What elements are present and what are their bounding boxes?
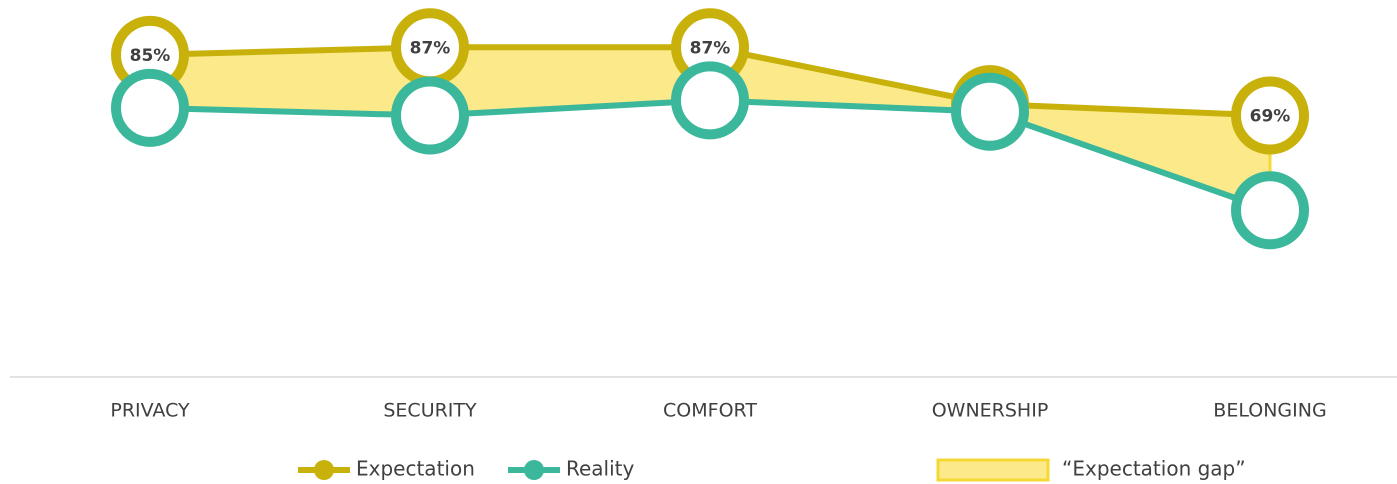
marker (1231, 76, 1309, 155)
data-label: 73% (690, 91, 731, 111)
x-tick-label: PRIVACY (110, 400, 190, 422)
legend-label: Expectation (356, 457, 475, 481)
data-label: 85% (130, 46, 171, 66)
legend-marker (314, 460, 334, 480)
data-label: 71% (130, 99, 171, 119)
marker (1231, 171, 1309, 250)
data-label: 69% (410, 106, 451, 126)
legend-label: “Expectation gap” (1062, 457, 1246, 481)
legend-marker (524, 460, 544, 480)
legend-swatch (936, 458, 1050, 482)
x-tick-label: BELONGING (1213, 400, 1326, 422)
marker (391, 76, 469, 155)
x-tick-label: COMFORT (663, 400, 757, 422)
data-label: 70% (970, 103, 1011, 123)
data-label: 69% (1250, 106, 1291, 126)
legend-label: Reality (566, 457, 635, 481)
x-tick-label: SECURITY (383, 400, 477, 422)
marker (671, 61, 749, 140)
data-label: 87% (690, 38, 731, 58)
data-label: 87% (410, 38, 451, 58)
data-label: 44% (1250, 201, 1291, 221)
marker (951, 72, 1029, 151)
marker (111, 68, 189, 147)
x-tick-label: OWNERSHIP (932, 400, 1049, 422)
